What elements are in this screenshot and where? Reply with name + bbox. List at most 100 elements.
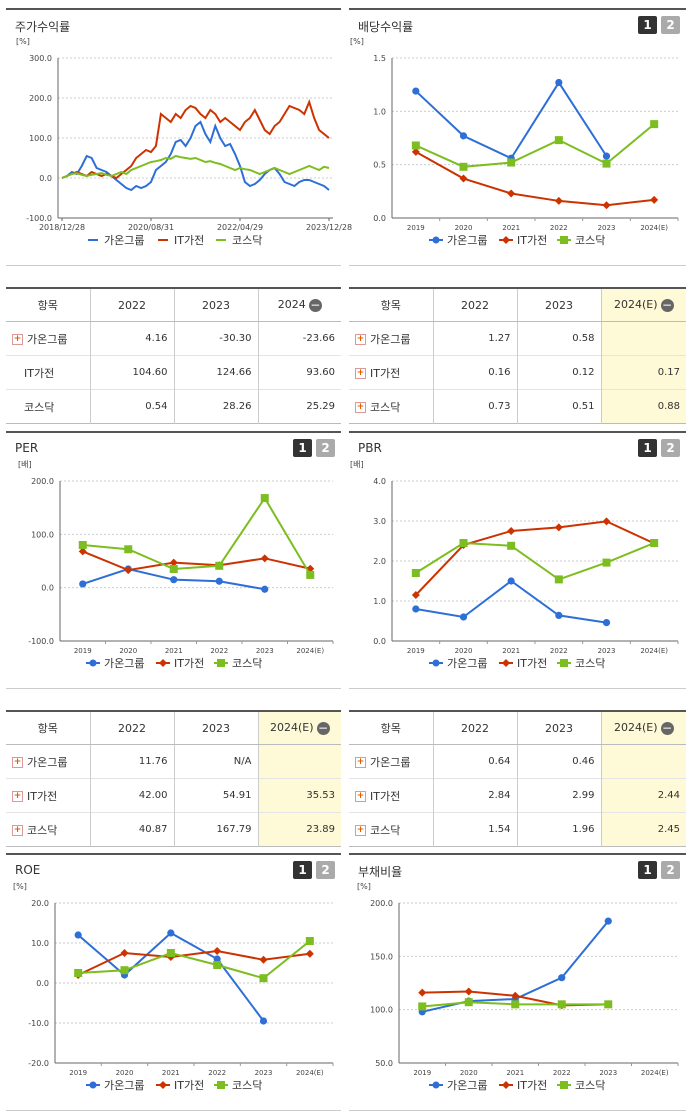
column-header-label: 2022 [118, 298, 146, 312]
column-header-label: 2024(E) [269, 721, 314, 735]
panel-title: 배당수익률 [358, 20, 414, 34]
collapse-icon[interactable]: − [316, 720, 330, 735]
row-label: 가온그룹 [370, 755, 411, 769]
row-label-cell: + IT가전 [349, 355, 434, 390]
expand-icon[interactable]: + [355, 791, 366, 802]
expand-icon[interactable]: + [355, 334, 366, 345]
panel-title: 주가수익률 [15, 20, 71, 34]
table-header-row: 항목 2022 2023 2024(E) − [6, 711, 341, 745]
value-cell: 0.54 [90, 389, 175, 424]
value-cell: 28.26 [174, 389, 259, 424]
row-label: 코스닥 [370, 823, 401, 837]
row-label-cell: + 코스닥 [6, 812, 91, 847]
period-button-2[interactable]: 2 [661, 861, 680, 879]
column-header-label: 항목 [37, 299, 58, 312]
expand-icon[interactable]: + [355, 368, 366, 379]
value-cell: 1.54 [433, 812, 518, 847]
expand-icon[interactable]: + [12, 791, 23, 802]
column-header-label: 2023 [202, 298, 230, 312]
period-button-1[interactable]: 1 [293, 861, 312, 879]
column-header: 2023 [174, 288, 259, 322]
panel-dividend: 배당수익률 1 2 [349, 8, 686, 266]
row-label-cell: + 코스닥 [349, 812, 434, 847]
value-cell: 0.46 [517, 744, 602, 779]
column-header: 항목 [349, 711, 434, 745]
value-cell: 2.84 [433, 778, 518, 813]
period-button-2[interactable]: 2 [316, 439, 335, 457]
period-button-2[interactable]: 2 [661, 439, 680, 457]
column-header-label: 2024 [277, 298, 306, 312]
row-label-cell: + 가온그룹 [349, 321, 434, 356]
table-row: + IT가전 42.00 54.91 35.53 [6, 778, 341, 813]
table-row: + 코스닥 1.54 1.96 2.45 [349, 812, 686, 847]
row-label-cell: + 가온그룹 [6, 744, 91, 779]
top-border [0, 0, 691, 5]
row-label: 가온그룹 [27, 755, 68, 769]
period-button-1[interactable]: 1 [638, 439, 657, 457]
table-per: 항목 2022 2023 2024(E) − + 가온그룹 11.76 N/A + IT가전 42.0… [6, 710, 341, 847]
table-row: + 코스닥 0.73 0.51 0.88 [349, 389, 686, 424]
period-button-2[interactable]: 2 [316, 861, 335, 879]
panel-title: ROE [15, 863, 41, 877]
expand-icon[interactable]: + [355, 825, 366, 836]
value-cell: -23.66 [258, 321, 341, 356]
value-cell: 2.45 [601, 812, 686, 847]
column-header-label: 2024(E) [613, 298, 658, 312]
column-header: 2022 [433, 288, 518, 322]
collapse-icon[interactable]: − [308, 297, 322, 312]
expand-icon[interactable]: + [12, 757, 23, 768]
value-cell: 93.60 [258, 355, 341, 390]
panel-title: 부채비율 [358, 865, 403, 879]
table-stock: 항목 2022 2023 2024− + 가온그룹 4.16 -30.30 -23.66 IT가전… [6, 287, 341, 424]
value-cell: 40.87 [90, 812, 175, 847]
value-cell: N/A [174, 744, 259, 779]
collapse-icon[interactable]: − [660, 720, 674, 735]
value-cell: 42.00 [90, 778, 175, 813]
column-header: 항목 [6, 288, 91, 322]
table-pbr: 항목 2022 2023 2024(E) − + 가온그룹 0.64 0.46 + IT가전 2.84… [349, 710, 686, 847]
column-header-label: 2022 [118, 721, 146, 735]
column-header-label: 2022 [461, 298, 489, 312]
column-header: 2023 [174, 711, 259, 745]
period-button-1[interactable]: 1 [638, 861, 657, 879]
column-header: 2024(E) − [258, 711, 341, 745]
table-row: + 가온그룹 4.16 -30.30 -23.66 [6, 321, 341, 356]
expand-icon[interactable]: + [355, 402, 366, 413]
value-cell [601, 744, 686, 779]
row-label: 가온그룹 [370, 332, 411, 346]
value-cell: 0.64 [433, 744, 518, 779]
column-header: 2022 [90, 711, 175, 745]
row-label: IT가전 [370, 366, 401, 380]
value-cell: 124.66 [174, 355, 259, 390]
panel-per: PER 1 2 [6, 431, 341, 689]
column-header: 2023 [517, 711, 602, 745]
row-label: IT가전 [24, 366, 55, 380]
table-row: + 가온그룹 11.76 N/A [6, 744, 341, 779]
row-label-cell: + IT가전 [6, 778, 91, 813]
value-cell: 2.99 [517, 778, 602, 813]
column-header: 항목 [349, 288, 434, 322]
value-cell: 0.12 [517, 355, 602, 390]
value-cell: 0.51 [517, 389, 602, 424]
column-header-label: 항목 [380, 299, 401, 312]
expand-icon[interactable]: + [355, 757, 366, 768]
row-label: 코스닥 [24, 400, 55, 414]
value-cell: -30.30 [174, 321, 259, 356]
panel-debt: 부채비율 1 2 [349, 853, 686, 1111]
period-button-1[interactable]: 1 [293, 439, 312, 457]
period-button-2[interactable]: 2 [661, 16, 680, 34]
collapse-icon[interactable]: − [660, 297, 674, 312]
column-header-label: 항목 [380, 722, 401, 735]
expand-icon[interactable]: + [12, 825, 23, 836]
panel-title: PBR [358, 441, 382, 455]
expand-icon[interactable]: + [12, 334, 23, 345]
column-header: 2022 [433, 711, 518, 745]
value-cell: 0.88 [601, 389, 686, 424]
period-button-1[interactable]: 1 [638, 16, 657, 34]
row-label-cell: 코스닥 [6, 389, 91, 424]
column-header-label: 2024(E) [613, 721, 658, 735]
table-header-row: 항목 2022 2023 2024(E) − [349, 711, 686, 745]
row-label-cell: + 가온그룹 [6, 321, 91, 356]
